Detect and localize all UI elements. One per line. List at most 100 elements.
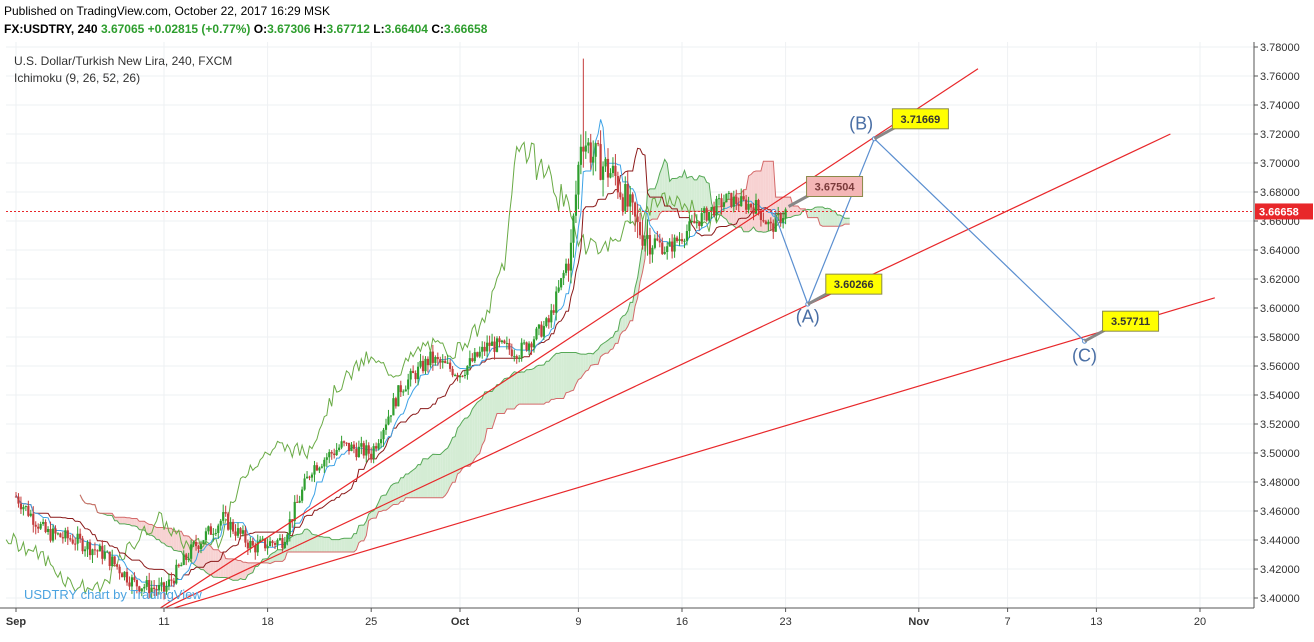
candle-down xyxy=(79,528,82,543)
candle-body xyxy=(384,424,388,430)
candle-down xyxy=(251,537,254,547)
candle-up xyxy=(537,323,541,336)
candle-body xyxy=(638,221,642,236)
cloud-bull-segment xyxy=(524,369,527,405)
candle-up xyxy=(305,471,309,479)
cloud-bull-segment xyxy=(543,361,547,405)
candle-body xyxy=(582,146,585,152)
cloud-bull-segment xyxy=(704,177,707,212)
cloud-bull-segment xyxy=(526,369,530,405)
trendline-2[interactable] xyxy=(148,133,1171,616)
cloud-bull-segment xyxy=(349,538,352,552)
candle-down xyxy=(508,338,511,355)
candle-body xyxy=(46,529,50,532)
abc-wave[interactable]: (A) (B) (C) xyxy=(771,114,1097,366)
cloud-bull-segment xyxy=(472,405,475,463)
cloud-bull-segment xyxy=(534,366,537,405)
candle-up xyxy=(217,523,220,539)
candle-down xyxy=(345,442,348,447)
cloud-bear-segment xyxy=(225,558,229,578)
trendline-3[interactable] xyxy=(149,297,1215,616)
cloud-bull-segment xyxy=(822,206,826,227)
price-callouts[interactable]: 3.67504 3.60266 3.71669 3.57711 xyxy=(787,108,1160,343)
time-axis[interactable]: Sep 11 18 25 Oct 9 16 23 Nov 7 13 20 xyxy=(0,607,1314,642)
ohlc-readout: FX:USDTRY, 240 3.67065 +0.02815 (+0.77%)… xyxy=(4,22,487,36)
cloud-bull-segment xyxy=(620,315,623,335)
cloud-bull-segment xyxy=(386,490,389,511)
candle-body xyxy=(379,439,383,444)
price-tick-label: 3.64000 xyxy=(1260,245,1300,257)
callout-value: 3.60266 xyxy=(834,279,874,291)
candle-body xyxy=(59,533,62,538)
cloud-bull-segment xyxy=(477,400,480,456)
callout-value: 3.57711 xyxy=(1111,316,1150,328)
candle-down xyxy=(589,133,592,170)
candle-down xyxy=(120,571,124,578)
cloud-bull-segment xyxy=(686,176,690,212)
price-callout[interactable]: 3.67504 xyxy=(787,176,864,208)
candle-down xyxy=(431,344,434,371)
candle-down xyxy=(370,447,373,463)
candle-body xyxy=(241,530,245,534)
candle-body xyxy=(310,474,314,478)
candle-body xyxy=(557,287,560,292)
candle-up xyxy=(372,443,375,464)
cloud-bull-segment xyxy=(326,537,330,552)
cloud-bear-segment xyxy=(114,517,118,521)
candle-up xyxy=(56,532,60,536)
candle-up xyxy=(182,550,185,566)
candle-body xyxy=(387,416,390,425)
candle-up xyxy=(754,193,758,215)
wave-label: (A) xyxy=(796,307,820,327)
candle-up xyxy=(310,472,314,482)
cloud-bull-segment xyxy=(297,534,300,552)
candle-body xyxy=(629,194,632,207)
trendlines[interactable] xyxy=(148,68,1215,616)
candle-up xyxy=(46,526,50,535)
candle-body xyxy=(426,358,430,366)
price-chart[interactable]: (A) (B) (C) 3.67504 3.60266 3.71669 3.57711 3… xyxy=(0,42,1314,642)
candle-body xyxy=(769,221,772,224)
price-axis[interactable]: 3.40000 3.42000 3.44000 3.46000 3.48000 3.500… xyxy=(1253,42,1314,642)
candle-up xyxy=(303,473,306,491)
candle-up xyxy=(690,214,693,224)
candle-body xyxy=(666,246,669,253)
price-callout[interactable]: 3.57711 xyxy=(1083,310,1160,343)
cloud-bull-segment xyxy=(558,352,562,399)
cloud-bull-segment xyxy=(423,458,426,498)
current-price-tag[interactable] xyxy=(1255,203,1313,220)
candle-body xyxy=(560,278,563,288)
candle-body xyxy=(747,203,750,210)
candle-down xyxy=(769,217,772,231)
cloud-bull-segment xyxy=(282,547,285,562)
price-callout[interactable]: 3.60266 xyxy=(807,273,883,306)
candle-up xyxy=(328,449,331,464)
cloud-bull-segment xyxy=(583,354,586,375)
candle-up xyxy=(111,549,114,568)
wave-path[interactable] xyxy=(773,137,1085,342)
candle-body xyxy=(234,531,237,536)
candle-up xyxy=(725,193,728,203)
cloud-bull-segment xyxy=(358,525,362,543)
price-callout[interactable]: 3.71669 xyxy=(873,108,949,141)
candle-body xyxy=(370,453,373,459)
candle-body xyxy=(698,221,701,226)
cloud-bull-segment xyxy=(324,537,327,552)
cloud-bull-segment xyxy=(509,374,512,410)
candle-body xyxy=(145,580,148,587)
candle-body xyxy=(266,546,269,549)
candle-body xyxy=(123,571,126,578)
candle-body xyxy=(239,528,242,534)
candle-body xyxy=(212,533,215,535)
candle-up xyxy=(212,528,215,542)
cloud-bull-segment xyxy=(699,175,702,212)
cloud-bull-segment xyxy=(425,458,428,498)
candle-body xyxy=(500,340,504,343)
candle-down xyxy=(155,585,158,596)
cloud-bear-segment xyxy=(139,521,142,530)
candle-body xyxy=(436,357,439,360)
cloud-bull-segment xyxy=(487,391,490,429)
cloud-bull-segment xyxy=(452,436,456,483)
trendline-1[interactable] xyxy=(148,68,979,616)
candle-down xyxy=(759,210,763,227)
